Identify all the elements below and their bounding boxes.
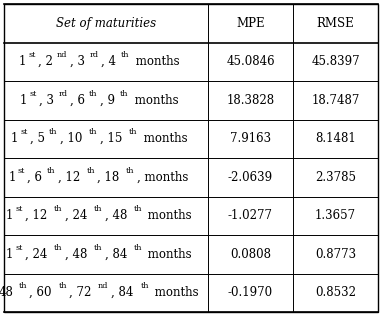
Text: nd: nd [98,282,108,290]
Text: Set of maturities: Set of maturities [56,17,156,30]
Text: , 72: , 72 [69,286,92,299]
Text: months: months [144,209,192,222]
Text: , 48: , 48 [105,209,127,222]
Text: th: th [94,244,102,252]
Text: , 10: , 10 [60,132,83,145]
Text: , 3: , 3 [39,94,54,107]
Text: -2.0639: -2.0639 [228,171,273,184]
Text: , 48: , 48 [65,248,87,261]
Text: 48: 48 [0,286,14,299]
Text: -0.1970: -0.1970 [228,286,273,299]
Text: 8.1481: 8.1481 [315,132,356,145]
Text: -1.0277: -1.0277 [228,209,273,222]
Text: , 4: , 4 [101,55,116,68]
Text: th: th [140,282,149,290]
Text: th: th [58,282,67,290]
Text: 1: 1 [8,171,16,184]
Text: th: th [121,51,129,59]
Text: st: st [18,167,25,175]
Text: months: months [132,55,179,68]
Text: th: th [89,90,98,98]
Text: 1: 1 [11,132,18,145]
Text: , 9: , 9 [100,94,115,107]
Text: nd: nd [57,51,67,59]
Text: 1.3657: 1.3657 [315,209,356,222]
Text: , 2: , 2 [38,55,53,68]
Text: st: st [15,244,23,252]
Text: th: th [54,205,62,213]
Text: , 12: , 12 [58,171,80,184]
Text: st: st [29,90,37,98]
Text: rd: rd [58,90,67,98]
Text: 1: 1 [6,209,13,222]
Text: 45.8397: 45.8397 [311,55,360,68]
Text: th: th [94,205,102,213]
Text: 0.8773: 0.8773 [315,248,356,261]
Text: th: th [18,282,27,290]
Text: 1: 1 [20,94,27,107]
Text: months: months [144,248,192,261]
Text: th: th [47,167,55,175]
Text: 7.9163: 7.9163 [230,132,271,145]
Text: th: th [126,167,135,175]
Text: , 24: , 24 [25,248,47,261]
Text: , 24: , 24 [65,209,87,222]
Text: st: st [16,205,23,213]
Text: , 6: , 6 [70,94,85,107]
Text: , 60: , 60 [29,286,52,299]
Text: th: th [133,244,142,252]
Text: MPE: MPE [236,17,265,30]
Text: RMSE: RMSE [317,17,354,30]
Text: , 12: , 12 [25,209,47,222]
Text: rd: rd [90,51,99,59]
Text: th: th [129,128,137,136]
Text: , 3: , 3 [70,55,85,68]
Text: , 84: , 84 [112,286,134,299]
Text: months: months [140,132,187,145]
Text: 45.0846: 45.0846 [226,55,275,68]
Text: st: st [20,128,28,136]
Text: months: months [131,94,178,107]
Text: th: th [89,128,97,136]
Text: 18.3828: 18.3828 [227,94,275,107]
Text: st: st [28,51,36,59]
Text: th: th [133,205,142,213]
Text: 18.7487: 18.7487 [311,94,360,107]
Text: 2.3785: 2.3785 [315,171,356,184]
Text: 0.8532: 0.8532 [315,286,356,299]
Text: 1: 1 [6,248,13,261]
Text: , 6: , 6 [28,171,42,184]
Text: th: th [49,128,58,136]
Text: 0.0808: 0.0808 [230,248,271,261]
Text: th: th [120,90,128,98]
Text: , 15: , 15 [100,132,122,145]
Text: , months: , months [137,171,188,184]
Text: th: th [86,167,95,175]
Text: , 84: , 84 [105,248,127,261]
Text: 1: 1 [19,55,26,68]
Text: , 5: , 5 [30,132,45,145]
Text: , 18: , 18 [97,171,120,184]
Text: months: months [151,286,199,299]
Text: th: th [54,244,62,252]
